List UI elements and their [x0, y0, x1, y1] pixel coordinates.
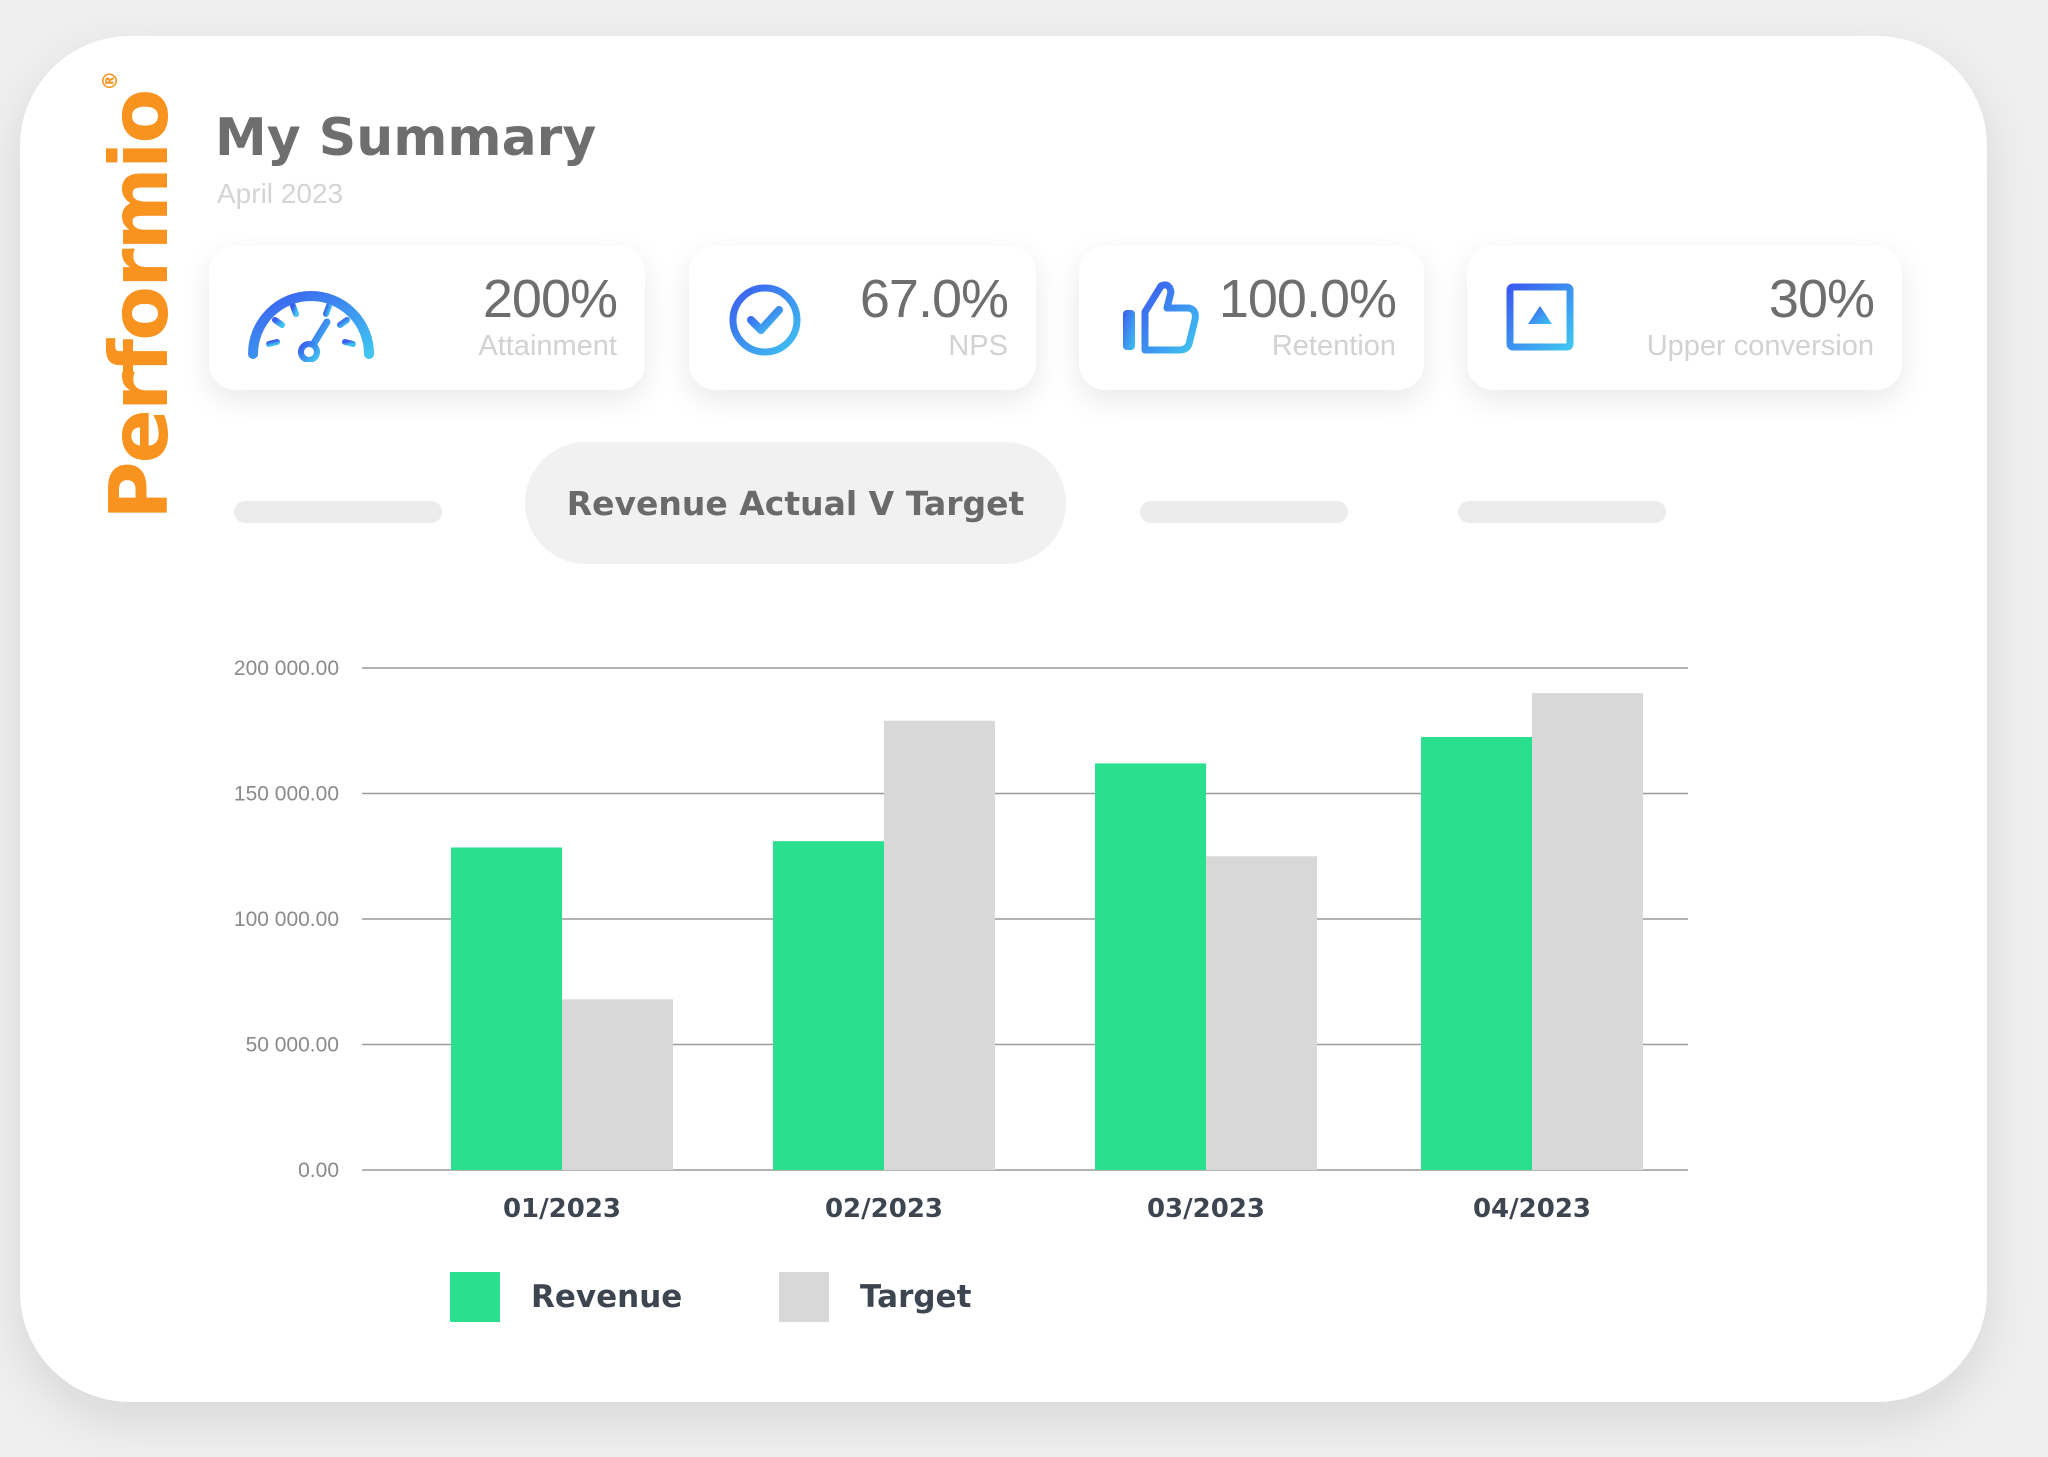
x-tick-label: 03/2023	[1147, 1194, 1265, 1224]
legend-swatch-target	[779, 1272, 829, 1322]
bar-target-4	[1532, 693, 1643, 1170]
kpi-value: 67.0%	[859, 269, 1009, 329]
kpi-label: NPS	[948, 330, 1008, 362]
x-tick-label: 02/2023	[825, 1194, 943, 1224]
kpi-card-retention[interactable]: 100.0% Retention	[1079, 246, 1424, 390]
kpi-card-nps[interactable]: 67.0% NPS	[689, 246, 1036, 390]
kpi-value: 200%	[482, 269, 618, 329]
kpi-label: Attainment	[478, 330, 617, 362]
bar-revenue-4	[1421, 737, 1532, 1170]
page-subtitle: April 2023	[217, 178, 344, 209]
kpi-card-upper-conversion[interactable]: 30% Upper conversion	[1467, 246, 1902, 390]
bar-revenue-2	[773, 841, 884, 1170]
bar-target-2	[884, 720, 995, 1170]
bar-revenue-3	[1095, 763, 1206, 1170]
x-tick-label: 04/2023	[1473, 1194, 1591, 1224]
y-tick-label: 0.00	[298, 1159, 339, 1182]
legend-item-target: Target	[779, 1272, 971, 1322]
y-tick-label: 50 000.00	[246, 1034, 339, 1057]
thumbs-up-icon	[1123, 281, 1199, 354]
kpi-value: 30%	[1768, 269, 1875, 329]
check-circle-icon	[729, 284, 801, 356]
y-tick-label: 150 000.00	[234, 783, 339, 806]
speedometer-icon	[248, 291, 374, 362]
page-title: My Summary	[215, 108, 597, 168]
y-tick-label: 100 000.00	[234, 908, 339, 931]
legend-swatch-revenue	[450, 1272, 500, 1322]
kpi-label: Retention	[1271, 330, 1396, 362]
bar-target-3	[1206, 856, 1317, 1170]
tab-placeholder-1[interactable]	[234, 501, 442, 523]
legend-item-revenue: Revenue	[450, 1272, 682, 1322]
x-tick-label: 01/2023	[503, 1194, 621, 1224]
legend-label-target: Target	[860, 1279, 972, 1315]
up-arrow-box-icon	[1506, 283, 1574, 351]
tab-placeholder-2[interactable]	[1140, 501, 1348, 523]
kpi-label: Upper conversion	[1646, 330, 1874, 362]
tab-revenue-actual-v-target[interactable]: Revenue Actual V Target	[525, 442, 1066, 564]
kpi-value: 100.0%	[1218, 269, 1397, 329]
legend-label-revenue: Revenue	[531, 1279, 683, 1315]
tab-placeholder-3[interactable]	[1458, 501, 1666, 523]
y-tick-label: 200 000.00	[234, 657, 339, 680]
bar-target-1	[562, 999, 673, 1170]
bar-revenue-1	[451, 847, 562, 1170]
kpi-card-attainment[interactable]: 200% Attainment	[209, 246, 645, 390]
